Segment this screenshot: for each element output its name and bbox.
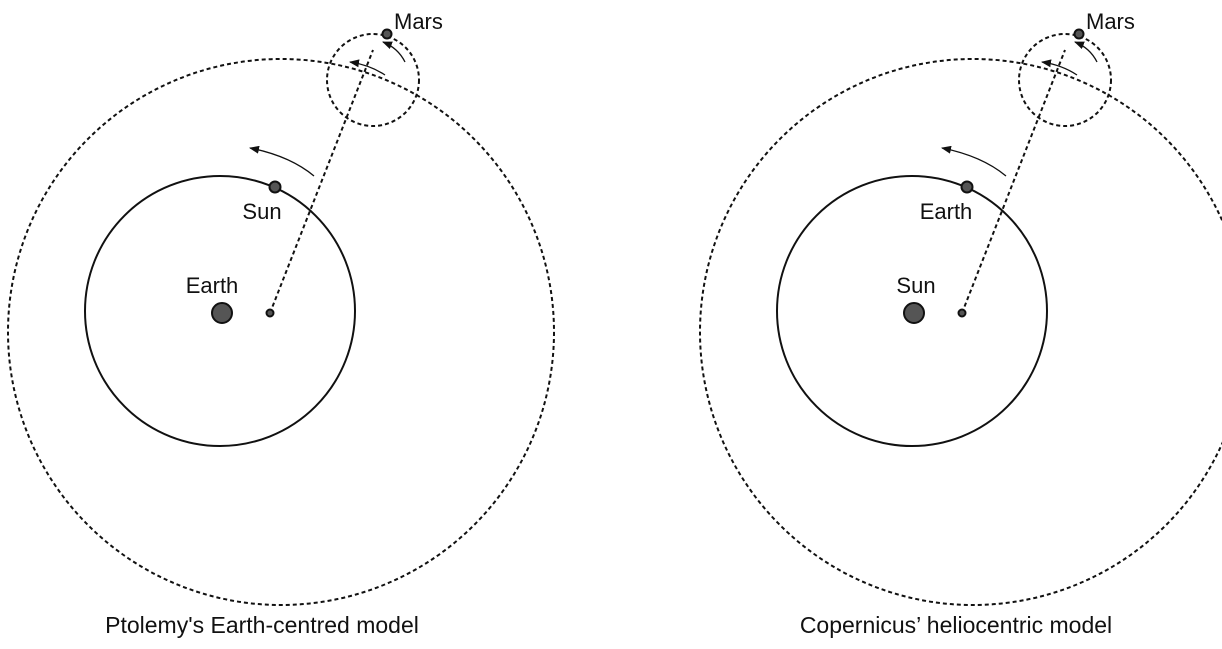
radius-line — [269, 49, 374, 314]
arrow — [1041, 59, 1078, 76]
outer-label: Mars — [1086, 9, 1135, 34]
center-label: Sun — [896, 273, 935, 298]
center-body — [211, 302, 233, 324]
orbit-body — [960, 180, 974, 194]
outer-orbit — [7, 58, 555, 606]
arrow — [349, 59, 386, 76]
arrow — [1074, 41, 1098, 63]
arrow — [941, 145, 1007, 177]
radius-line — [961, 49, 1066, 314]
panel: Sun Earth Mars Copernicus’ heliocentric … — [699, 9, 1222, 638]
caption: Copernicus’ heliocentric model — [800, 612, 1112, 638]
arrow — [249, 145, 315, 177]
outer-label: Mars — [394, 9, 443, 34]
outer-orbit — [699, 58, 1222, 606]
orbit-center — [957, 308, 967, 318]
outer-body — [1073, 28, 1085, 40]
center-body — [903, 302, 925, 324]
epicycle — [326, 33, 420, 127]
orbit-label: Sun — [242, 199, 281, 224]
epicycle — [1018, 33, 1112, 127]
arrow — [382, 41, 406, 63]
center-label: Earth — [186, 273, 239, 298]
orbit-label: Earth — [920, 199, 973, 224]
inner-orbit — [84, 175, 356, 447]
orbit-body — [268, 180, 282, 194]
inner-orbit — [776, 175, 1048, 447]
orbit-center — [265, 308, 275, 318]
panel: Earth Sun Mars Ptolemy's Earth-centred m… — [7, 9, 555, 638]
outer-body — [381, 28, 393, 40]
caption: Ptolemy's Earth-centred model — [105, 612, 419, 638]
